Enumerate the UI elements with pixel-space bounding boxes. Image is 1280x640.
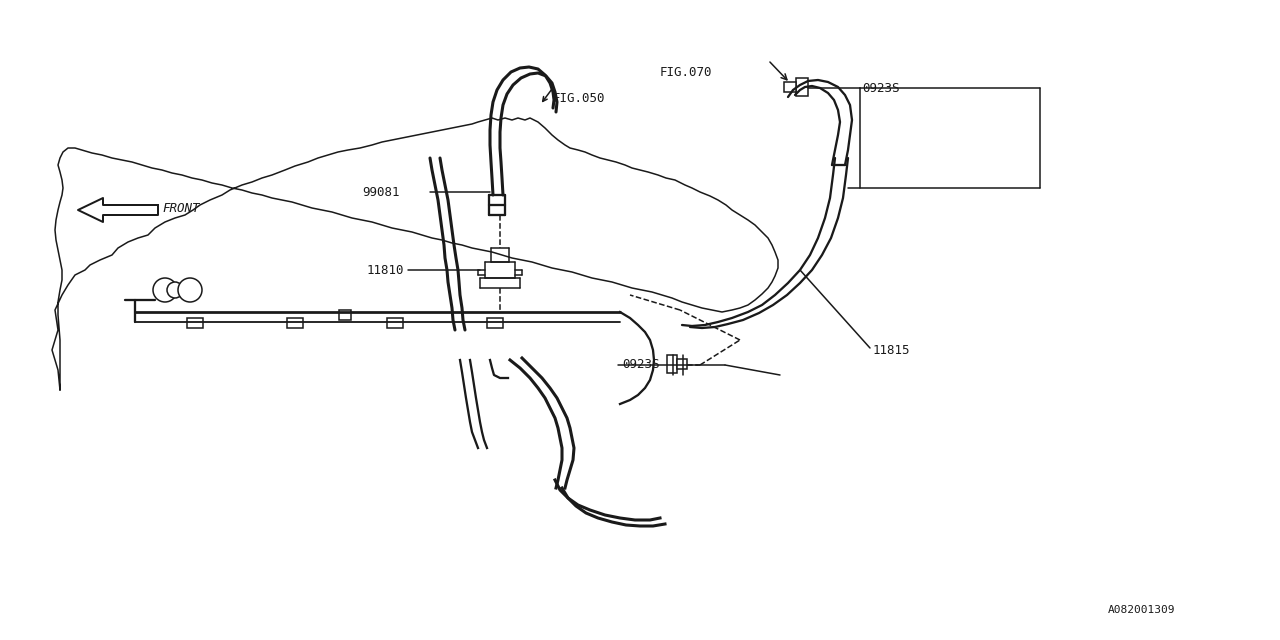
- Bar: [486, 318, 503, 328]
- Text: 0923S: 0923S: [622, 358, 659, 371]
- Text: FIG.070: FIG.070: [660, 65, 713, 79]
- Text: FIG.050: FIG.050: [553, 92, 605, 104]
- Text: 99081: 99081: [362, 186, 399, 198]
- Bar: [677, 359, 687, 369]
- Text: FRONT: FRONT: [163, 202, 200, 214]
- Circle shape: [166, 282, 183, 298]
- Bar: [796, 78, 808, 96]
- Text: A082001309: A082001309: [1108, 605, 1175, 615]
- Circle shape: [154, 278, 177, 302]
- Circle shape: [178, 278, 202, 302]
- Text: 11810: 11810: [366, 264, 404, 276]
- Bar: [667, 355, 677, 373]
- Bar: [287, 318, 303, 328]
- Text: 11815: 11815: [873, 344, 910, 356]
- Bar: [387, 318, 403, 328]
- Bar: [783, 82, 796, 92]
- Text: 0923S: 0923S: [861, 81, 900, 95]
- Bar: [187, 318, 204, 328]
- Bar: [339, 310, 351, 320]
